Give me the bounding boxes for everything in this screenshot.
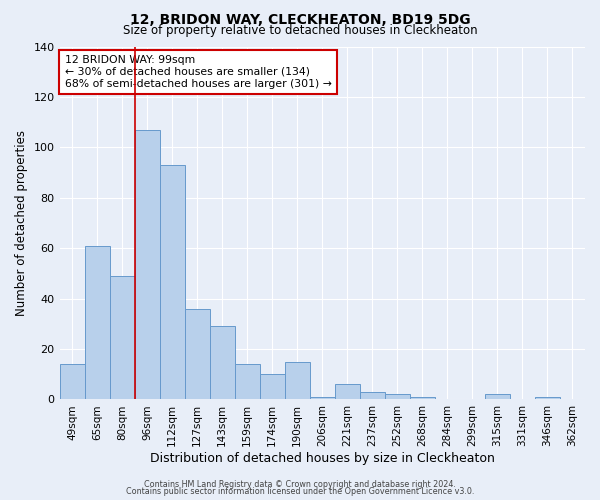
- X-axis label: Distribution of detached houses by size in Cleckheaton: Distribution of detached houses by size …: [150, 452, 495, 465]
- Bar: [485, 394, 510, 400]
- Bar: [335, 384, 360, 400]
- Bar: [59, 364, 85, 400]
- Bar: [209, 326, 235, 400]
- Text: 12, BRIDON WAY, CLECKHEATON, BD19 5DG: 12, BRIDON WAY, CLECKHEATON, BD19 5DG: [130, 12, 470, 26]
- Bar: [160, 165, 185, 400]
- Text: Contains HM Land Registry data © Crown copyright and database right 2024.: Contains HM Land Registry data © Crown c…: [144, 480, 456, 489]
- Text: Contains public sector information licensed under the Open Government Licence v3: Contains public sector information licen…: [126, 487, 474, 496]
- Bar: [285, 362, 310, 400]
- Bar: [85, 246, 110, 400]
- Bar: [260, 374, 285, 400]
- Bar: [134, 130, 160, 400]
- Bar: [235, 364, 260, 400]
- Text: Size of property relative to detached houses in Cleckheaton: Size of property relative to detached ho…: [122, 24, 478, 37]
- Bar: [110, 276, 134, 400]
- Y-axis label: Number of detached properties: Number of detached properties: [15, 130, 28, 316]
- Bar: [385, 394, 410, 400]
- Bar: [185, 308, 209, 400]
- Bar: [360, 392, 385, 400]
- Bar: [310, 397, 335, 400]
- Text: 12 BRIDON WAY: 99sqm
← 30% of detached houses are smaller (134)
68% of semi-deta: 12 BRIDON WAY: 99sqm ← 30% of detached h…: [65, 56, 332, 88]
- Bar: [535, 397, 560, 400]
- Bar: [410, 397, 435, 400]
